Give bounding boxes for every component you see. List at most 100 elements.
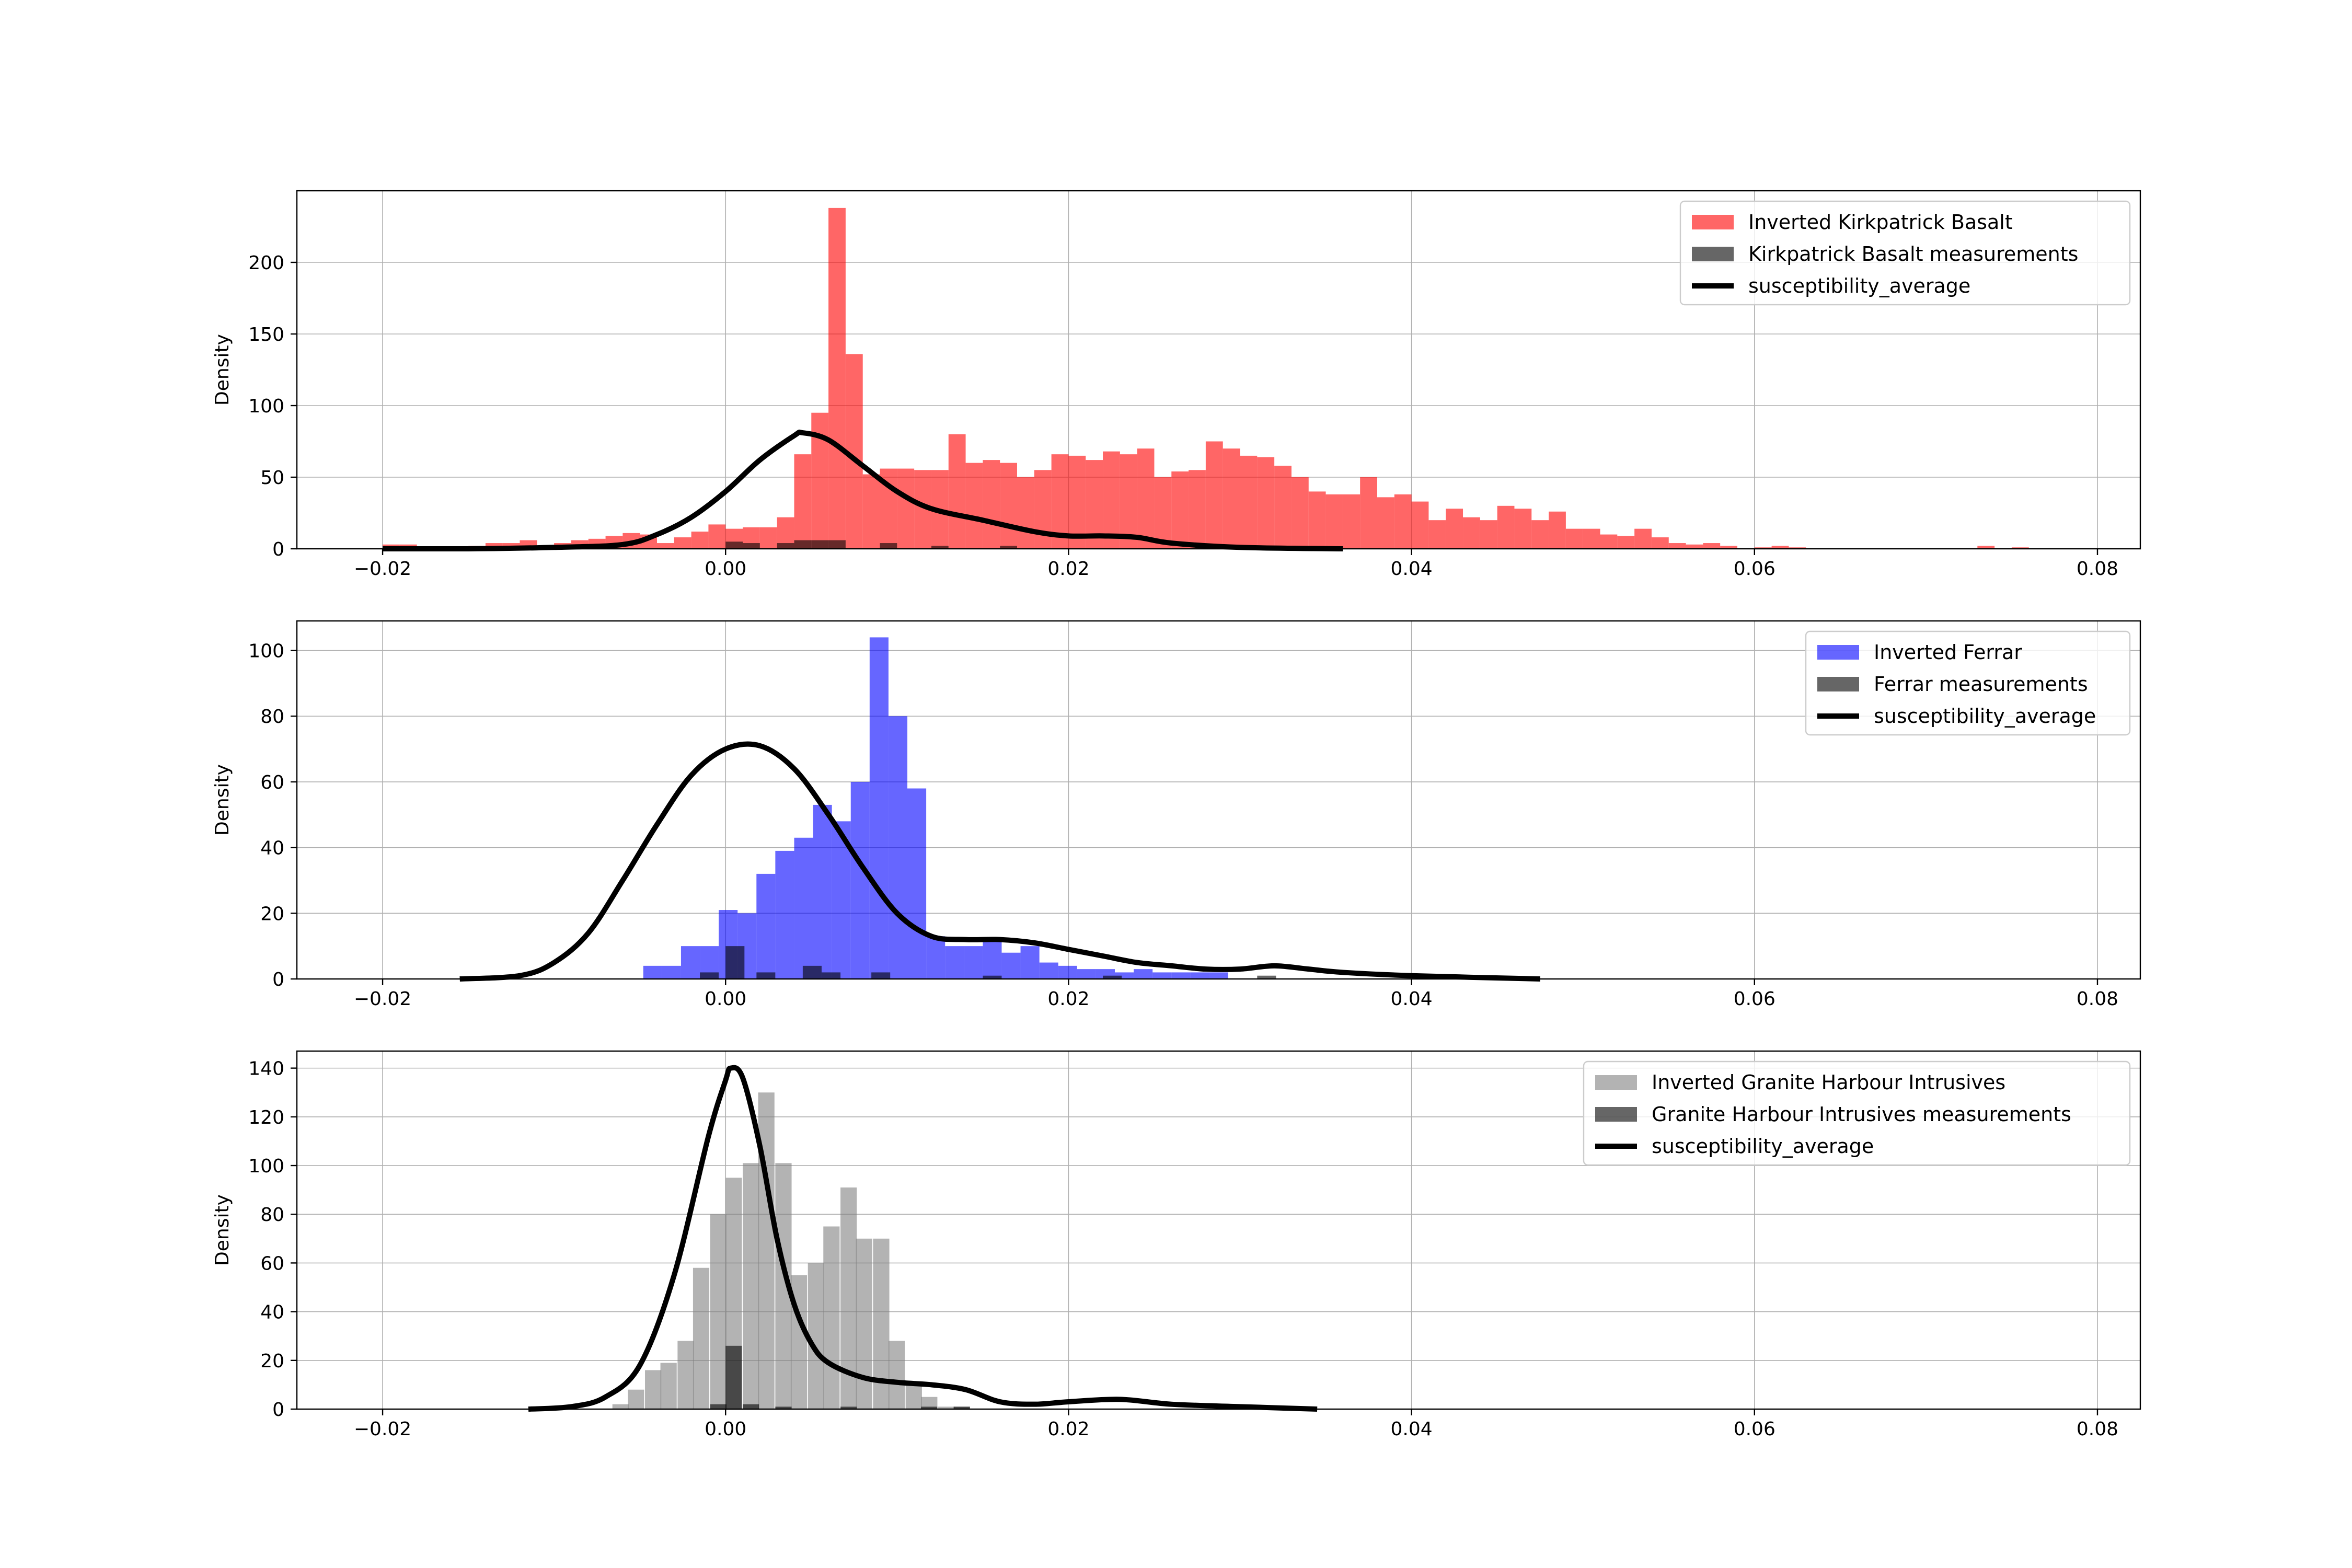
inverted-bar: [691, 532, 709, 549]
inverted-bar: [674, 537, 691, 549]
inverted-bar: [1001, 952, 1021, 979]
y-tick-label: 20: [260, 1351, 284, 1372]
inverted-bar: [645, 1370, 662, 1409]
measurement-bar: [1257, 975, 1276, 979]
inverted-bar: [1000, 463, 1017, 549]
inverted-bar: [1152, 972, 1172, 979]
inverted-bar: [1720, 546, 1737, 549]
inverted-bar: [1017, 477, 1034, 549]
inverted-bar: [1240, 455, 1258, 549]
x-tick-label: 0.04: [1391, 1419, 1433, 1440]
inverted-bar: [823, 1226, 840, 1409]
y-tick-label: 0: [272, 1399, 284, 1421]
x-axis: −0.02 0.00 0.02 0.04 0.06 0.08: [354, 549, 2118, 580]
measurement-bar: [794, 540, 812, 549]
y-tick-label: 60: [260, 772, 284, 793]
y-axis-label: Density: [212, 1194, 233, 1266]
measurement-histogram: [725, 540, 1017, 549]
y-tick-label: 120: [248, 1107, 284, 1128]
inverted-bar: [2011, 547, 2029, 549]
x-tick-label: 0.06: [1734, 1419, 1775, 1440]
legend-swatch-measurements: [1595, 1107, 1637, 1122]
y-axis-label: Density: [212, 764, 233, 836]
inverted-bar: [1171, 972, 1191, 979]
inverted-bar: [656, 543, 674, 549]
legend-swatch-measurements: [1817, 677, 1859, 691]
y-tick-label: 50: [260, 467, 284, 489]
measurement-bar: [756, 972, 776, 979]
inverted-bar: [756, 873, 776, 979]
measurement-bar: [983, 975, 1002, 979]
legend-label: Inverted Ferrar: [1874, 641, 2022, 664]
inverted-bar: [1137, 448, 1155, 549]
measurement-histogram: [710, 1345, 970, 1409]
y-tick-label: 60: [260, 1253, 284, 1274]
inverted-bar: [1531, 520, 1549, 549]
y-tick-label: 100: [248, 396, 284, 417]
inverted-bar: [983, 939, 1002, 979]
x-tick-label: 0.06: [1734, 988, 1775, 1010]
measurement-bar: [802, 965, 822, 979]
measurement-bar: [743, 543, 760, 549]
inverted-bar: [775, 850, 794, 979]
inverted-bar: [1291, 477, 1309, 549]
legend-label: susceptibility_average: [1748, 274, 1970, 297]
inverted-bar: [1058, 965, 1077, 979]
legend-box: [1805, 630, 2131, 736]
inverted-bar: [850, 781, 870, 979]
x-tick-label: −0.02: [354, 988, 411, 1010]
inverted-bar: [612, 1404, 629, 1409]
y-tick-label: 20: [260, 903, 284, 925]
inverted-bar: [938, 1406, 955, 1409]
measurement-bar: [931, 546, 949, 549]
subplots: −0.02 0.00 0.02 0.04 0.06 0.08050100150200Den…: [212, 190, 2141, 1440]
inverted-bar: [888, 716, 908, 979]
inverted-bar: [1549, 511, 1566, 549]
inverted-bar: [794, 837, 813, 979]
measurement-bar: [1103, 975, 1122, 979]
measurement-bar: [1000, 546, 1017, 549]
inverted-bar: [1077, 969, 1096, 979]
legend-label: Kirkpatrick Basalt measurements: [1748, 243, 2078, 266]
inverted-bar: [1171, 471, 1189, 549]
inverted-bar: [1463, 517, 1480, 549]
y-tick-label: 80: [260, 706, 284, 728]
inverted-bar: [1668, 543, 1686, 549]
inverted-bar: [681, 946, 700, 979]
inverted-bar: [897, 468, 915, 549]
inverted-bar: [1223, 448, 1240, 549]
y-axis: 0 20 40 60 80 100: [248, 641, 297, 990]
y-tick-label: 40: [260, 1302, 284, 1323]
inverted-bar: [1134, 969, 1153, 979]
inverted-bar: [710, 1214, 727, 1409]
x-tick-label: 0.00: [705, 1419, 746, 1440]
inverted-bar: [643, 965, 662, 979]
x-tick-label: 0.08: [2077, 1419, 2118, 1440]
inverted-bar: [1480, 520, 1497, 549]
measurement-bar: [700, 972, 719, 979]
inverted-bar: [1651, 537, 1669, 549]
inverted-bar: [921, 1397, 938, 1409]
y-tick-label: 80: [260, 1204, 284, 1226]
inverted-bar: [1617, 536, 1635, 549]
inverted-bar: [1703, 543, 1721, 549]
inverted-bar: [693, 1267, 710, 1409]
measurement-bar: [725, 946, 745, 979]
inverted-bar: [1039, 962, 1058, 979]
inverted-bar: [808, 1263, 824, 1409]
inverted-bar: [828, 207, 846, 549]
inverted-bar: [743, 1163, 759, 1409]
y-axis: 0 50 100 150 200: [248, 252, 297, 560]
measurement-bar: [743, 1404, 759, 1409]
y-axis-label: Density: [212, 334, 233, 406]
y-axis: 0 20 40 60 80 100 120 140: [248, 1058, 297, 1421]
inverted-bar: [1343, 494, 1361, 549]
x-axis: −0.02 0.00 0.02 0.04 0.06 0.08: [354, 1409, 2118, 1440]
legend: Inverted Kirkpatrick Basalt Kirkpatrick B…: [1679, 200, 2131, 306]
measurement-bar: [777, 543, 794, 549]
inverted-bar: [677, 1341, 694, 1409]
legend: Inverted Granite Harbour Intrusives Grani…: [1583, 1060, 2131, 1166]
measurement-bar: [710, 1404, 727, 1409]
y-tick-label: 40: [260, 838, 284, 859]
inverted-bar: [905, 1382, 922, 1409]
